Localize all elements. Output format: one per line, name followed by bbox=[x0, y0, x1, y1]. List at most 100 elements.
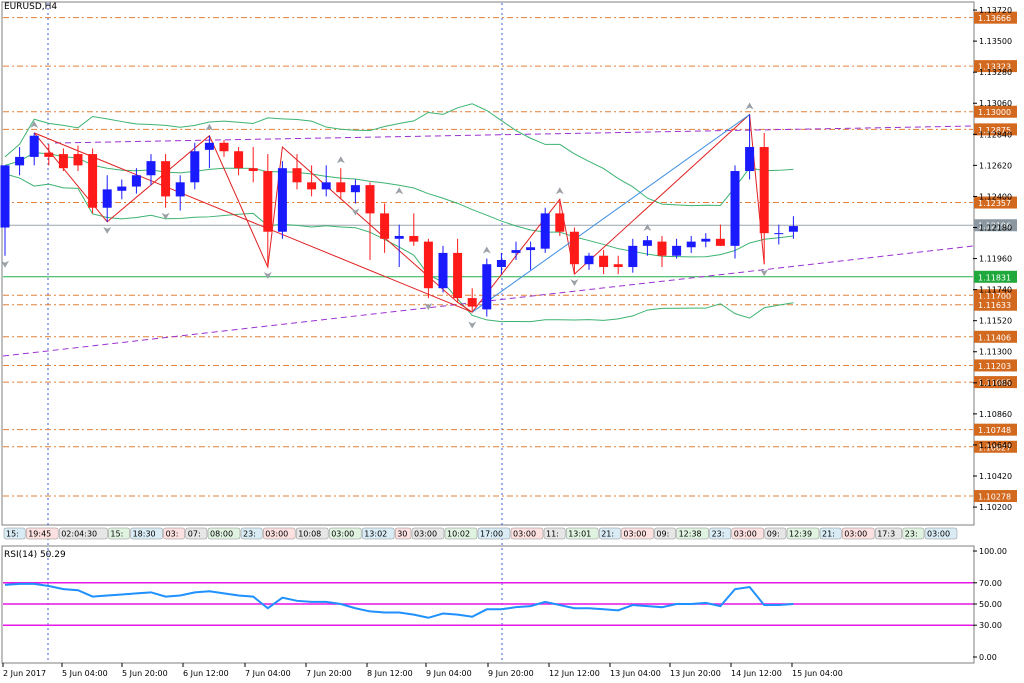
time-label-text: 03:00 bbox=[331, 530, 354, 539]
candle-body bbox=[745, 147, 755, 172]
time-label-text: 12:38 bbox=[679, 530, 702, 539]
time-label-chip bbox=[841, 527, 875, 540]
time-label-chip bbox=[130, 527, 163, 540]
time-label-text: 11: bbox=[546, 530, 559, 539]
price-level-tag bbox=[974, 359, 1017, 372]
time-label-text: 08:00 bbox=[210, 530, 233, 539]
time-label-text: 03:00 bbox=[844, 530, 867, 539]
time-label-text: 21: bbox=[822, 530, 835, 539]
fractal-down-arrow bbox=[1, 260, 9, 268]
price-level-label: 1.11203 bbox=[978, 362, 1011, 371]
rsi-indicator-label: RSI(14) 50.29 bbox=[4, 550, 66, 560]
time-label-chip bbox=[295, 527, 329, 540]
price-level-label: 1.12875 bbox=[978, 126, 1011, 135]
candle-body bbox=[0, 165, 10, 228]
green-line-tag bbox=[974, 270, 1017, 283]
time-label-chip bbox=[543, 527, 566, 540]
time-label-chip bbox=[709, 527, 732, 540]
rsi-axis-tick-label: 50.00 bbox=[979, 600, 1002, 609]
candle-body bbox=[453, 252, 463, 299]
fractal-down-arrow bbox=[760, 269, 769, 277]
fractal-up-arrow bbox=[30, 120, 39, 128]
resistance-trendline[interactable] bbox=[54, 125, 974, 144]
time-label-chip bbox=[477, 527, 511, 540]
candle-body bbox=[482, 264, 492, 310]
candle-body bbox=[102, 189, 112, 208]
y-axis-tick-label: 1.11300 bbox=[979, 348, 1012, 357]
price-level-tag bbox=[974, 60, 1017, 73]
time-label-chip bbox=[262, 527, 296, 540]
fractal-up-arrow bbox=[555, 187, 564, 195]
fractal-up-arrow bbox=[745, 102, 754, 110]
candle-body bbox=[467, 298, 477, 307]
time-label-text: 23: bbox=[712, 530, 725, 539]
candle-body bbox=[409, 235, 419, 242]
y-axis-tick-label: 1.13060 bbox=[979, 99, 1012, 108]
candle-body bbox=[292, 168, 302, 183]
candle-body bbox=[204, 142, 214, 150]
y-axis-tick-label: 1.11960 bbox=[979, 255, 1012, 264]
price-level-tag bbox=[974, 11, 1017, 24]
y-axis-tick-label: 1.13280 bbox=[979, 68, 1012, 77]
main-panel-frame bbox=[1, 1, 975, 526]
time-label-text: 03: bbox=[166, 530, 179, 539]
x-axis-tick-label: 7 Jun 20:00 bbox=[306, 669, 352, 678]
candle-body bbox=[628, 245, 638, 268]
time-label-text: 12:39 bbox=[789, 530, 812, 539]
time-label-text: 23: bbox=[905, 530, 918, 539]
candle-body bbox=[511, 250, 521, 253]
y-axis-tick-label: 1.12400 bbox=[979, 192, 1012, 201]
candle-body bbox=[788, 226, 798, 232]
y-axis-tick-label: 1.13500 bbox=[979, 37, 1012, 46]
rsi-axis-tick-label: 30.00 bbox=[979, 621, 1002, 630]
time-label-chip bbox=[361, 527, 395, 540]
time-label-text: 10:02 bbox=[447, 530, 470, 539]
candle-body bbox=[29, 135, 39, 157]
candle-body bbox=[380, 213, 390, 239]
green-line-label: 1.11831 bbox=[978, 273, 1011, 282]
candle-body bbox=[234, 151, 244, 169]
candle-body bbox=[555, 213, 565, 232]
candle-body bbox=[73, 154, 83, 166]
time-label-chip bbox=[902, 527, 925, 540]
support-trendline[interactable] bbox=[2, 245, 974, 357]
time-label-chip bbox=[394, 527, 412, 540]
fractal-down-arrow bbox=[351, 208, 360, 216]
zigzag-long-leg bbox=[34, 132, 473, 313]
candle-body bbox=[774, 233, 784, 235]
candle-body bbox=[58, 154, 68, 169]
candle-body bbox=[15, 156, 25, 166]
price-level-label: 1.13000 bbox=[978, 108, 1011, 117]
candle-body bbox=[526, 247, 536, 251]
candle-body bbox=[701, 238, 711, 242]
time-label-text: 30 bbox=[397, 530, 407, 539]
fractal-down-arrow bbox=[570, 279, 579, 287]
time-label-text: 03:00 bbox=[414, 530, 437, 539]
y-axis-tick-label: 1.12180 bbox=[979, 223, 1012, 232]
time-label-chip bbox=[108, 527, 130, 540]
price-level-tag bbox=[974, 490, 1017, 503]
y-axis-tick-label: 1.11740 bbox=[979, 286, 1012, 295]
time-label-text: 03:00 bbox=[927, 530, 950, 539]
time-label-text: 03:00 bbox=[734, 530, 757, 539]
candle-body bbox=[350, 185, 360, 193]
candle-body bbox=[584, 255, 594, 265]
candle-body bbox=[175, 182, 185, 197]
fractal-down-arrow bbox=[161, 212, 170, 220]
candle-body bbox=[190, 151, 200, 183]
time-label-text: 19:45 bbox=[28, 530, 51, 539]
rsi-axis-tick-label: 0.00 bbox=[979, 653, 997, 662]
time-label-chip bbox=[510, 527, 544, 540]
candle-body bbox=[613, 264, 623, 268]
time-label-chip bbox=[3, 527, 26, 540]
time-label-text: 03:00 bbox=[513, 530, 536, 539]
bollinger-upper-band bbox=[4, 103, 794, 207]
time-label-text: 15: bbox=[6, 530, 19, 539]
y-axis-tick-label: 1.10860 bbox=[979, 410, 1012, 419]
y-axis-tick-label: 1.12840 bbox=[979, 130, 1012, 139]
time-label-text: 02:04:30 bbox=[61, 530, 97, 539]
price-level-tag bbox=[974, 376, 1017, 389]
y-axis-tick-label: 1.10640 bbox=[979, 441, 1012, 450]
rsi-axis-tick-label: 70.00 bbox=[979, 579, 1002, 588]
